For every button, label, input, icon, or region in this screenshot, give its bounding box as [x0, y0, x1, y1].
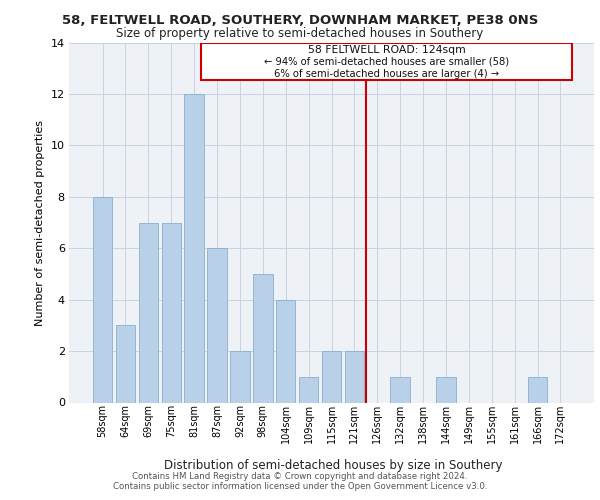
- Text: Contains HM Land Registry data © Crown copyright and database right 2024.: Contains HM Land Registry data © Crown c…: [132, 472, 468, 481]
- Text: Contains public sector information licensed under the Open Government Licence v3: Contains public sector information licen…: [113, 482, 487, 491]
- Bar: [391, 377, 410, 402]
- Text: Size of property relative to semi-detached houses in Southery: Size of property relative to semi-detach…: [116, 28, 484, 40]
- Text: 58, FELTWELL ROAD, SOUTHERY, DOWNHAM MARKET, PE38 0NS: 58, FELTWELL ROAD, SOUTHERY, DOWNHAM MAR…: [62, 14, 538, 27]
- Bar: [344, 351, 364, 403]
- FancyBboxPatch shape: [201, 42, 572, 80]
- Y-axis label: Number of semi-detached properties: Number of semi-detached properties: [35, 120, 45, 326]
- Bar: [93, 197, 112, 402]
- Bar: [116, 326, 135, 402]
- Bar: [208, 248, 227, 402]
- Text: ← 94% of semi-detached houses are smaller (58): ← 94% of semi-detached houses are smalle…: [264, 57, 509, 67]
- Bar: [436, 377, 455, 402]
- Bar: [184, 94, 204, 402]
- Text: 6% of semi-detached houses are larger (4) →: 6% of semi-detached houses are larger (4…: [274, 69, 499, 79]
- Text: Distribution of semi-detached houses by size in Southery: Distribution of semi-detached houses by …: [164, 460, 502, 472]
- Text: 58 FELTWELL ROAD: 124sqm: 58 FELTWELL ROAD: 124sqm: [308, 44, 466, 54]
- Bar: [139, 222, 158, 402]
- Bar: [230, 351, 250, 403]
- Bar: [161, 222, 181, 402]
- Bar: [299, 377, 319, 402]
- Bar: [528, 377, 547, 402]
- Bar: [322, 351, 341, 403]
- Bar: [253, 274, 272, 402]
- Bar: [276, 300, 295, 403]
